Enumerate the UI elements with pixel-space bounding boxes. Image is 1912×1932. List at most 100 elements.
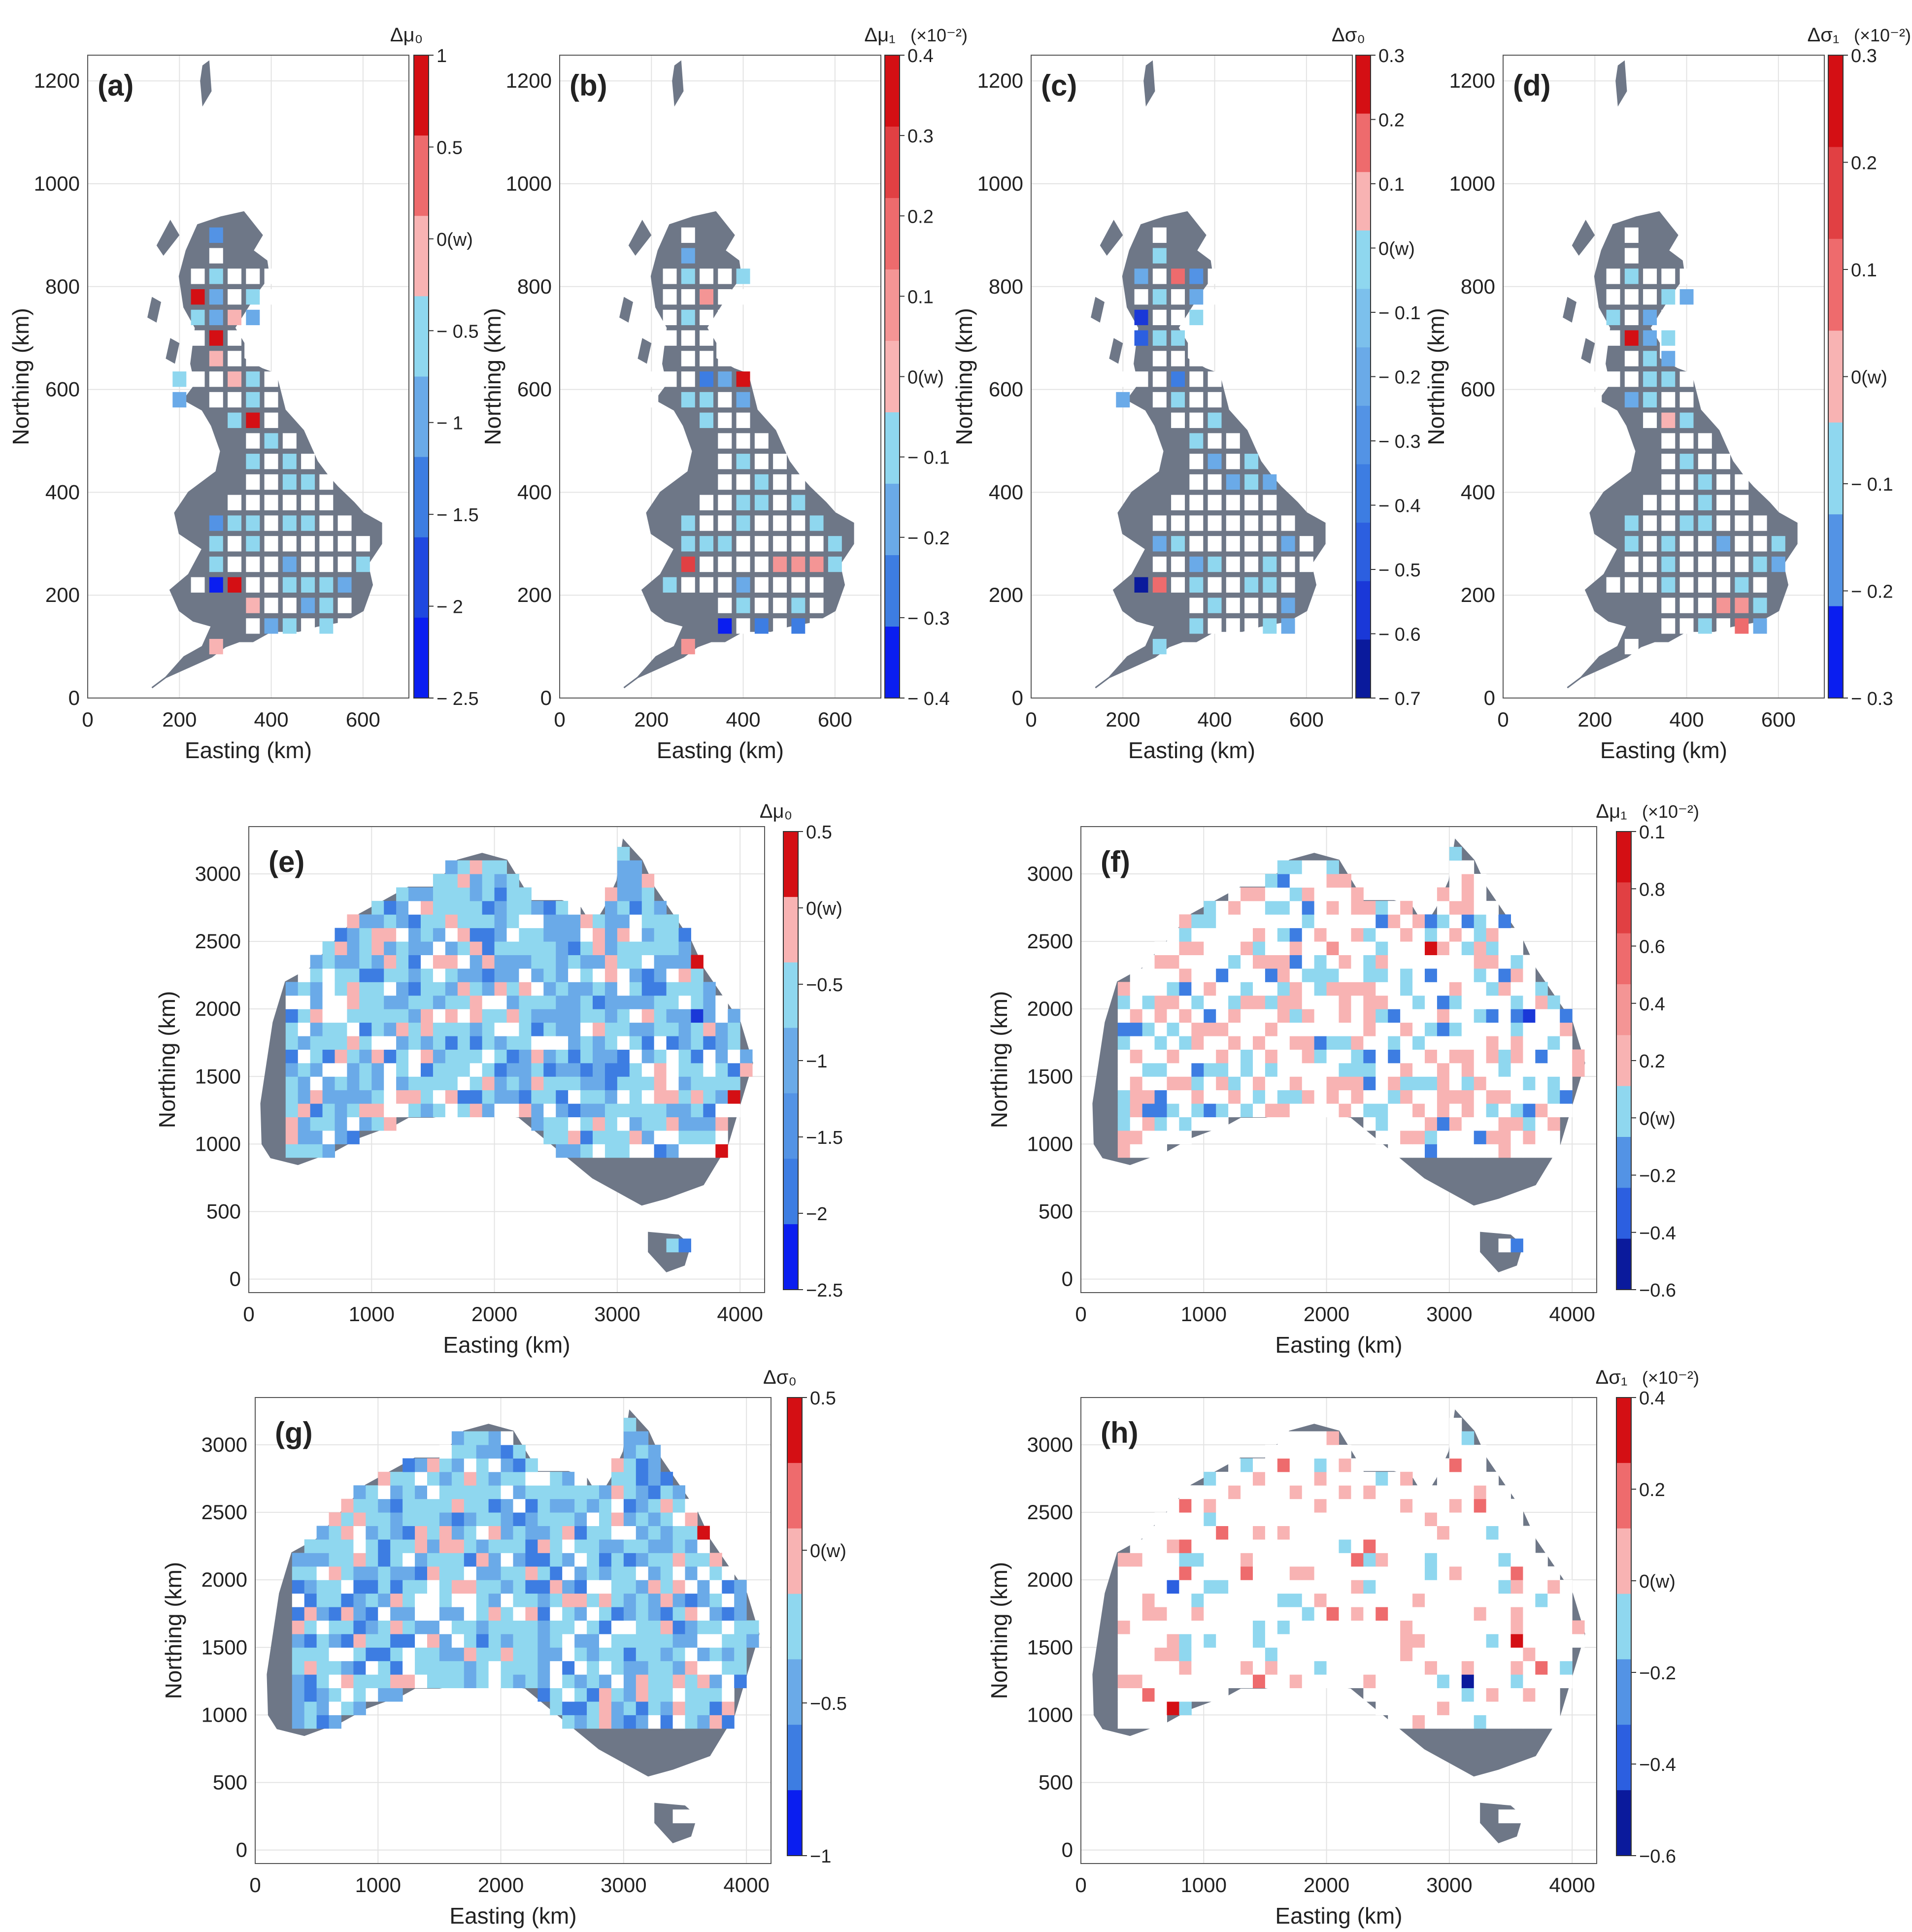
grid-cell [691,982,704,996]
grid-cell [1299,536,1313,552]
grid-cell [1400,1499,1413,1513]
y-axis-label: Northing (km) [8,308,34,445]
x-tick-label: 0 [249,1873,261,1897]
island [1581,338,1595,364]
grid-cell [415,1539,428,1553]
grid-cell [1388,1701,1401,1715]
grid-cell [264,268,278,284]
colorbar-segment [1828,331,1843,423]
grid-cell [1716,515,1731,531]
grid-cell [501,1499,513,1513]
colorbar-tick-label: − 0.6 [1378,625,1421,645]
grid-cell [1679,474,1694,490]
grid-cell [1661,515,1676,531]
grid-cell [482,995,495,1009]
grid-cell [550,1512,563,1526]
grid-cell [228,330,242,346]
grid-cell [1339,1526,1351,1540]
grid-cell [1547,1674,1560,1689]
grid-cell [580,914,593,929]
grid-cell [1241,1553,1253,1567]
grid-cell [403,1499,415,1513]
grid-cell [298,995,311,1009]
grid-cell [709,1688,722,1702]
grid-cell [593,928,605,942]
grid-cell [408,941,421,955]
grid-cell [1216,914,1229,929]
grid-cell [681,309,695,326]
grid-cell [384,995,397,1009]
grid-cell [1624,536,1639,552]
grid-cell [1510,928,1523,942]
grid-cell [1216,1512,1229,1526]
grid-cell [282,598,297,613]
grid-cell [341,1526,354,1540]
grid-cell [1204,982,1216,996]
grid-cell [1117,1144,1131,1158]
grid-cell [1449,1526,1462,1540]
grid-cell [1363,1009,1376,1023]
grid-cell [1400,1715,1413,1729]
grid-cell [641,1117,655,1131]
grid-cell [550,1593,563,1607]
grid-cell [1498,1633,1511,1648]
grid-cell [415,1526,428,1540]
y-axis-label: Northing (km) [986,1562,1012,1699]
x-axis-label: Easting (km) [657,737,784,763]
grid-cell [1134,371,1148,387]
grid-cell [366,1633,378,1648]
colorbar-multiplier: (×10⁻²) [910,25,968,45]
grid-cell [1265,1526,1278,1540]
grid-cell [1179,1661,1192,1675]
grid-cell [353,1539,366,1553]
grid-cell [457,900,470,915]
grid-cell [329,1620,341,1634]
grid-cell [1228,1036,1241,1050]
grid-cell [703,982,716,996]
grid-cell [666,1090,679,1104]
grid-cell [1179,1063,1192,1077]
grid-cell [513,1553,526,1567]
grid-cell [285,1076,299,1091]
grid-cell [1142,995,1155,1009]
grid-cell [1474,1539,1487,1553]
grid-cell [1228,1076,1241,1091]
grid-cell [700,536,714,552]
grid-cell [1363,1688,1376,1702]
grid-cell [636,1674,649,1689]
grid-cell [316,1539,330,1553]
grid-cell [1449,1022,1462,1036]
grid-cell [604,982,618,996]
grid-cell [1363,1049,1376,1064]
grid-cell [1130,1144,1143,1158]
grid-cell [1425,1144,1438,1158]
grid-cell [604,900,618,915]
grid-cell [519,1036,532,1050]
grid-cell [722,1580,735,1594]
grid-cell [1265,1607,1278,1621]
grid-cell [740,1049,753,1064]
colorbar-segment [885,341,900,413]
grid-cell [580,982,593,996]
grid-cell [1191,1076,1204,1091]
grid-cell [1449,887,1462,901]
grid-cell [1474,1633,1487,1648]
grid-cell [734,1607,747,1621]
grid-cell [329,1647,341,1662]
grid-cell [678,928,691,942]
grid-cell [736,412,750,428]
grid-cell [593,1144,605,1158]
grid-cell [264,289,278,305]
grid-cell [1523,1539,1536,1553]
grid-cell [464,1499,477,1513]
grid-cell [1314,887,1327,901]
grid-cell [1510,1607,1523,1621]
grid-cell [648,1566,661,1580]
grid-cell [1449,1076,1462,1091]
grid-cell [580,1063,593,1077]
x-axis-label: Easting (km) [185,737,312,763]
grid-cell [390,1661,403,1675]
grid-cell [1253,1661,1266,1675]
grid-cell [378,1661,391,1675]
grid-cell [1154,1117,1167,1131]
